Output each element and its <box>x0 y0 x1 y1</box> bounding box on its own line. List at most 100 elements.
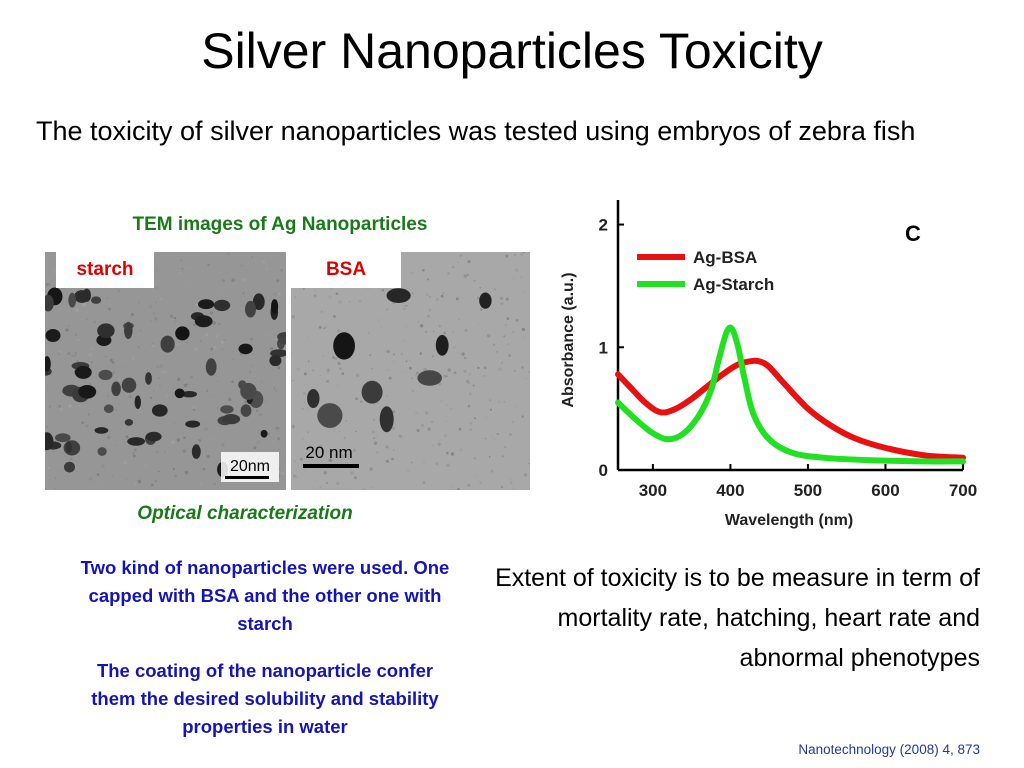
tem-grain <box>467 260 471 264</box>
legend-label: Ag-Starch <box>693 275 774 294</box>
tem-grain <box>172 467 175 471</box>
tem-grain <box>205 252 208 254</box>
tem-grain <box>414 411 418 415</box>
tem-grain <box>521 415 524 418</box>
tem-grain <box>428 308 432 312</box>
tem-grain <box>419 324 424 328</box>
tem-particle <box>124 419 134 426</box>
tem-particle <box>270 349 286 358</box>
scale-label-bsa: 20 nm <box>305 443 352 462</box>
tem-grain <box>503 445 507 449</box>
tem-grain <box>291 315 295 319</box>
tem-grain <box>140 330 142 332</box>
tem-grain <box>130 313 134 316</box>
toxicity-extent-text: Extent of toxicity is to be measure in t… <box>495 564 980 672</box>
tem-grain <box>452 345 456 349</box>
tem-particle <box>185 420 201 428</box>
tem-grain <box>438 438 441 442</box>
tem-grain <box>121 376 123 379</box>
tem-grain <box>424 411 429 415</box>
tem-grain <box>505 254 509 258</box>
tem-grain <box>355 430 357 433</box>
tem-grain <box>232 344 234 346</box>
tem-grain <box>458 427 462 431</box>
tem-grain <box>221 348 224 351</box>
tem-grain <box>463 369 467 374</box>
tem-grain <box>492 343 496 347</box>
tem-grain <box>251 256 253 258</box>
tem-grain <box>149 396 153 399</box>
tem-grain <box>276 279 280 283</box>
tem-grain <box>82 303 86 307</box>
tem-particle <box>181 391 197 398</box>
tem-grain <box>427 427 431 431</box>
tem-grain <box>403 305 406 307</box>
tem-particle <box>271 299 279 314</box>
tem-grain <box>125 479 128 481</box>
tem-grain <box>180 259 183 262</box>
tem-grain <box>182 449 186 453</box>
tem-grain <box>255 409 259 412</box>
series-line-ag-bsa <box>615 357 966 461</box>
tem-grain <box>523 335 527 340</box>
tem-grain <box>170 314 174 318</box>
tem-grain <box>436 298 439 301</box>
tem-grain <box>475 474 478 477</box>
tem-grain <box>212 394 215 397</box>
panel-label: C <box>905 221 921 246</box>
tem-grain <box>199 339 202 342</box>
tem-grain <box>174 486 178 490</box>
tem-particle <box>74 365 92 379</box>
tem-grain <box>500 485 504 489</box>
tem-grain <box>371 430 375 434</box>
tem-grain <box>334 376 337 378</box>
tem-grain <box>507 343 510 346</box>
tem-grain <box>88 382 91 385</box>
tem-grain <box>80 471 84 475</box>
tem-grain <box>59 407 63 411</box>
tem-grain <box>524 291 526 294</box>
x-axis-label: Wavelength (nm) <box>725 512 853 529</box>
tem-grain <box>150 320 152 322</box>
tem-grain <box>176 343 179 346</box>
tem-grain <box>454 371 457 374</box>
slide-title: Silver Nanoparticles Toxicity <box>201 23 823 79</box>
tem-grain <box>202 480 205 483</box>
tem-grain <box>156 450 159 454</box>
tem-grain <box>410 457 413 460</box>
scale-bar-bsa: 20 nm <box>303 443 359 468</box>
tem-grain <box>403 307 406 310</box>
tem-grain <box>517 350 519 352</box>
tem-grain <box>414 373 418 377</box>
tem-grain <box>184 283 188 287</box>
tem-grain <box>385 445 389 449</box>
tem-grain <box>468 382 471 385</box>
tem-grain <box>155 257 157 259</box>
tem-grain <box>58 352 61 355</box>
tem-grain <box>315 486 318 489</box>
tem-grain <box>264 399 268 403</box>
tem-grain <box>476 296 480 300</box>
tem-grain <box>213 483 216 485</box>
tem-particle <box>175 326 190 341</box>
tem-grain <box>76 360 79 363</box>
tem-grain <box>114 331 116 334</box>
tem-grain <box>265 267 268 270</box>
tem-grain <box>71 354 74 357</box>
tem-particle <box>240 404 252 417</box>
tem-grain <box>520 276 522 278</box>
tem-grain <box>202 467 206 471</box>
tem-grain <box>392 427 395 430</box>
tem-grain <box>411 292 414 294</box>
tem-grain <box>328 485 330 487</box>
tem-grain <box>47 389 50 392</box>
tem-grain <box>107 435 111 439</box>
tem-grain <box>258 413 262 417</box>
tem-grain <box>467 483 471 487</box>
tem-grain <box>337 361 341 366</box>
tem-grain <box>350 471 354 475</box>
tem-grain <box>274 386 276 389</box>
tem-grain <box>307 360 310 363</box>
tem-grain <box>294 296 297 298</box>
tem-grain <box>409 366 412 370</box>
